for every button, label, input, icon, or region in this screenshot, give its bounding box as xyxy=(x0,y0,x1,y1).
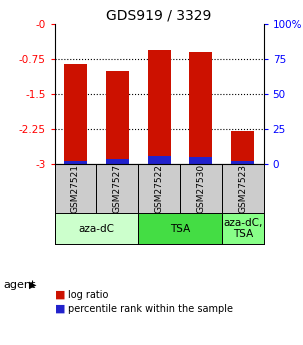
Bar xyxy=(222,213,264,244)
Bar xyxy=(106,159,129,164)
Bar xyxy=(189,52,212,164)
Text: GSM27522: GSM27522 xyxy=(155,164,164,213)
Text: GSM27527: GSM27527 xyxy=(113,164,122,213)
Bar xyxy=(96,164,138,213)
Text: log ratio: log ratio xyxy=(68,290,108,300)
Bar xyxy=(64,161,87,164)
Text: GSM27521: GSM27521 xyxy=(71,164,80,213)
Bar xyxy=(222,164,264,213)
Bar xyxy=(138,164,180,213)
Bar xyxy=(148,50,171,164)
Text: aza-dC: aza-dC xyxy=(78,224,114,234)
Bar xyxy=(231,131,254,164)
Bar xyxy=(55,164,96,213)
Bar xyxy=(138,213,222,244)
Bar xyxy=(55,213,138,244)
Text: ■: ■ xyxy=(55,290,65,300)
Bar xyxy=(106,71,129,164)
Title: GDS919 / 3329: GDS919 / 3329 xyxy=(106,9,212,23)
Text: TSA: TSA xyxy=(170,224,190,234)
Bar xyxy=(189,157,212,164)
Text: aza-dC,
TSA: aza-dC, TSA xyxy=(223,218,262,239)
Bar xyxy=(231,161,254,164)
Text: agent: agent xyxy=(3,280,35,289)
Bar xyxy=(180,164,222,213)
Text: ■: ■ xyxy=(55,304,65,314)
Text: percentile rank within the sample: percentile rank within the sample xyxy=(68,304,233,314)
Bar xyxy=(64,64,87,164)
Text: GSM27523: GSM27523 xyxy=(238,164,247,213)
Text: GSM27530: GSM27530 xyxy=(196,164,205,213)
Text: ▶: ▶ xyxy=(29,280,36,289)
Bar xyxy=(148,156,171,164)
